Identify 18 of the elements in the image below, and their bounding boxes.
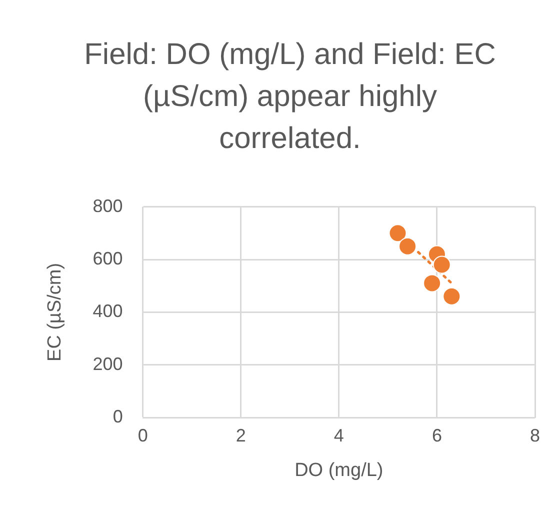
y-axis-title: EC (µS/cm) <box>44 262 66 362</box>
point <box>432 256 451 274</box>
point <box>398 237 417 256</box>
x-axis-title: DO (mg/L) <box>294 460 384 481</box>
point <box>442 287 461 306</box>
x-tick-label: 6 <box>432 425 442 446</box>
x-tick-label: 8 <box>530 425 540 446</box>
x-tick-label: 0 <box>138 425 148 446</box>
y-tick-label: 200 <box>92 354 123 374</box>
point <box>388 224 407 242</box>
chart-title: Field: DO (mg/L) and Field: EC (µS/cm) appear highly correlated. <box>83 37 497 157</box>
y-tick-label: 0 <box>112 406 123 427</box>
y-tick-label: 800 <box>92 196 123 216</box>
x-tick-label: 2 <box>236 425 246 446</box>
point <box>423 274 442 292</box>
x-tick-label: 4 <box>334 425 344 446</box>
y-tick-label: 600 <box>92 248 123 268</box>
y-tick-label: 400 <box>92 301 123 322</box>
